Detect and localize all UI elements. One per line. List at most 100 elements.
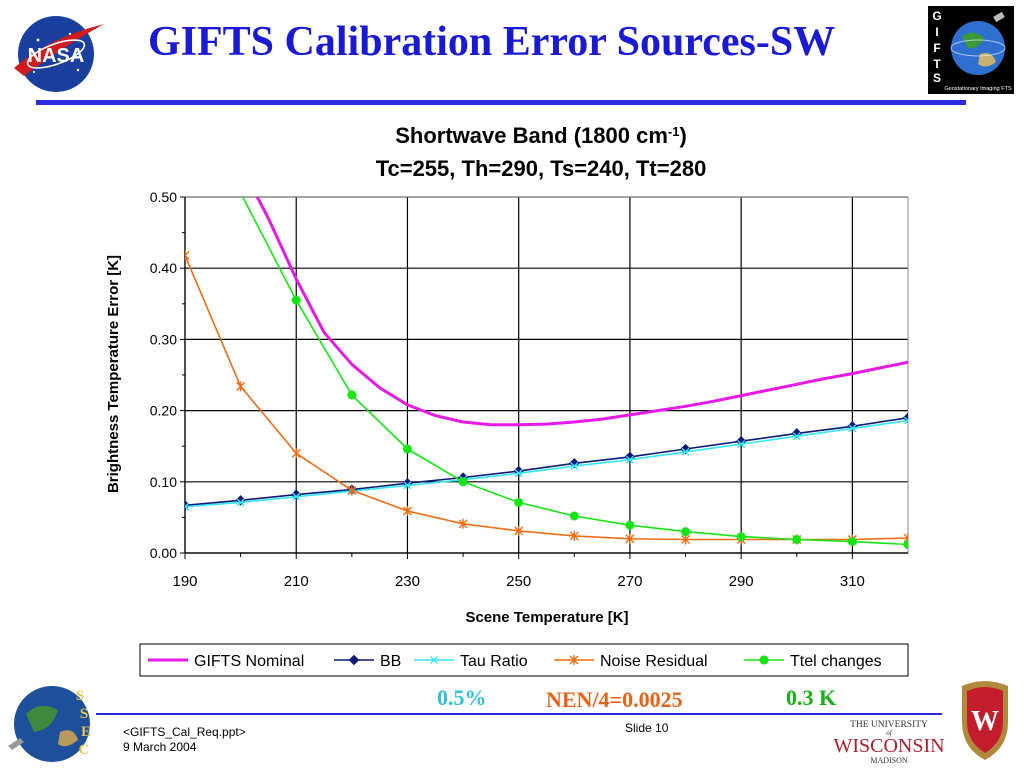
y-tick-label: 0.00	[150, 545, 177, 561]
gifts-caption: Geostationary Imaging FTS	[944, 86, 1012, 92]
y-tick-label: 0.40	[150, 260, 177, 276]
data-point-noise-residual	[458, 518, 468, 529]
y-tick-label: 0.50	[150, 189, 177, 205]
legend-marker-tau-ratio	[430, 656, 438, 664]
legend-item-ttel-changes: Ttel changes	[744, 653, 882, 670]
title-divider	[36, 100, 966, 105]
chart-legend: GIFTS Nominal BB Tau Ratio Noise Residual Tt…	[139, 643, 909, 677]
x-tick-label: 210	[284, 573, 309, 590]
gifts-letter-f: F	[933, 41, 940, 55]
data-point-noise-residual	[903, 533, 908, 544]
uw-line-1: THE UNIVERSITY	[850, 720, 928, 730]
data-point-ttel-changes	[569, 511, 579, 521]
nasa-logo-text: NASA	[28, 45, 85, 67]
x-tick-label: 250	[506, 573, 531, 590]
series-line-gifts-nominal	[255, 196, 908, 427]
chart-subtitle: Tc=255, Th=290, Ts=240, Tt=280	[376, 156, 707, 181]
series-bb	[185, 412, 908, 511]
data-point-ttel-changes	[681, 527, 691, 537]
legend-label-tau-ratio: Tau Ratio	[460, 653, 528, 670]
data-point-tau-ratio	[792, 432, 801, 441]
legend-item-tau-ratio: Tau Ratio	[414, 653, 528, 670]
slide-title: GIFTS Calibration Error Sources-SW	[148, 19, 836, 65]
data-point-tau-ratio	[848, 424, 857, 433]
data-point-tau-ratio	[625, 455, 634, 464]
gifts-letter-t: T	[933, 57, 941, 71]
data-point-noise-residual	[347, 485, 357, 496]
ssec-letter-4: C	[79, 742, 90, 758]
x-tick-label: 270	[617, 573, 642, 590]
legend-label-bb: BB	[380, 653, 401, 670]
data-point-bb	[569, 458, 580, 469]
data-point-noise-residual	[569, 530, 579, 541]
gifts-letter-g: G	[932, 9, 941, 23]
data-point-tau-ratio	[737, 440, 746, 449]
series-noise-residual	[185, 250, 908, 545]
legend-item-noise-residual: Noise Residual	[554, 653, 708, 670]
data-point-ttel-changes	[291, 295, 301, 305]
data-point-tau-ratio	[904, 416, 908, 425]
legend-label-gifts-nominal: GIFTS Nominal	[194, 653, 304, 670]
y-tick-label: 0.10	[150, 474, 177, 490]
legend-item-bb: BB	[334, 653, 401, 670]
data-point-ttel-changes	[792, 534, 802, 544]
data-point-noise-residual	[291, 448, 301, 459]
ssec-letter-2: S	[80, 706, 88, 722]
y-tick-label: 0.30	[150, 331, 177, 347]
data-point-bb	[185, 500, 191, 511]
series-tau-ratio	[185, 416, 908, 511]
footer-filename: <GIFTS_Cal_Req.ppt>	[123, 725, 246, 739]
data-point-bb	[235, 495, 246, 506]
series-line-bb	[185, 416, 908, 507]
data-point-tau-ratio	[570, 462, 579, 471]
series-line-tau-ratio	[185, 419, 908, 508]
x-tick-label: 230	[395, 573, 420, 590]
data-point-noise-residual	[625, 533, 635, 544]
chart-series	[185, 196, 908, 549]
legend-label-ttel-changes: Ttel changes	[790, 653, 882, 670]
data-point-tau-ratio	[681, 447, 690, 456]
uw-line-3: WISCONSIN	[833, 735, 944, 757]
data-point-bb	[735, 436, 747, 447]
annotation-kelvin: 0.3 K	[786, 685, 837, 710]
data-point-ttel-changes	[847, 537, 857, 547]
data-point-tau-ratio	[292, 492, 301, 501]
data-point-tau-ratio	[403, 481, 412, 490]
ssec-logo: S S E C	[8, 686, 91, 762]
data-point-noise-residual	[236, 381, 246, 392]
chart-title-close: )	[679, 123, 686, 148]
data-point-noise-residual	[514, 525, 524, 536]
data-point-ttel-changes	[514, 497, 524, 507]
legend-marker-ttel-changes	[759, 655, 769, 665]
data-point-ttel-changes	[402, 444, 412, 454]
data-point-ttel-changes	[625, 520, 635, 530]
annotation-percent: 0.5%	[437, 685, 487, 710]
x-tick-label: 290	[729, 573, 754, 590]
chart-axes: 0.00 0.10 0.20 0.30 0.40 0.50 190 210 230 250 270 2…	[150, 189, 909, 590]
chart-title-superscript: -1	[668, 124, 680, 139]
footer-date: 9 March 2004	[123, 740, 197, 754]
series-gifts-nominal	[255, 196, 908, 427]
legend-marker-bb	[348, 654, 360, 666]
legend-label-noise-residual: Noise Residual	[600, 653, 708, 670]
data-point-ttel-changes	[736, 532, 746, 542]
legend-item-gifts-nominal: GIFTS Nominal	[148, 653, 304, 670]
x-tick-label: 190	[172, 573, 197, 590]
slide-number: Slide 10	[625, 721, 669, 735]
gifts-letter-i: I	[935, 25, 938, 39]
footer-divider	[96, 713, 942, 715]
data-point-noise-residual	[185, 250, 190, 261]
gifts-logo: G I F T S Geostationary Imaging FTS	[928, 6, 1014, 94]
ssec-letter-3: E	[81, 724, 91, 740]
y-axis-label: Brightness Temperature Error [K]	[105, 255, 122, 493]
series-ttel-changes	[242, 196, 908, 549]
data-point-noise-residual	[402, 505, 412, 516]
data-point-ttel-changes	[347, 390, 357, 400]
uw-crest: W	[962, 681, 1008, 760]
uw-crest-letter: W	[971, 706, 999, 737]
chart-title: Shortwave Band (1800 cm-1)	[395, 123, 687, 148]
uw-wordmark: THE UNIVERSITY of WISCONSIN MADISON	[833, 720, 944, 765]
data-point-ttel-changes	[458, 477, 468, 487]
uw-line-4: MADISON	[870, 756, 908, 765]
